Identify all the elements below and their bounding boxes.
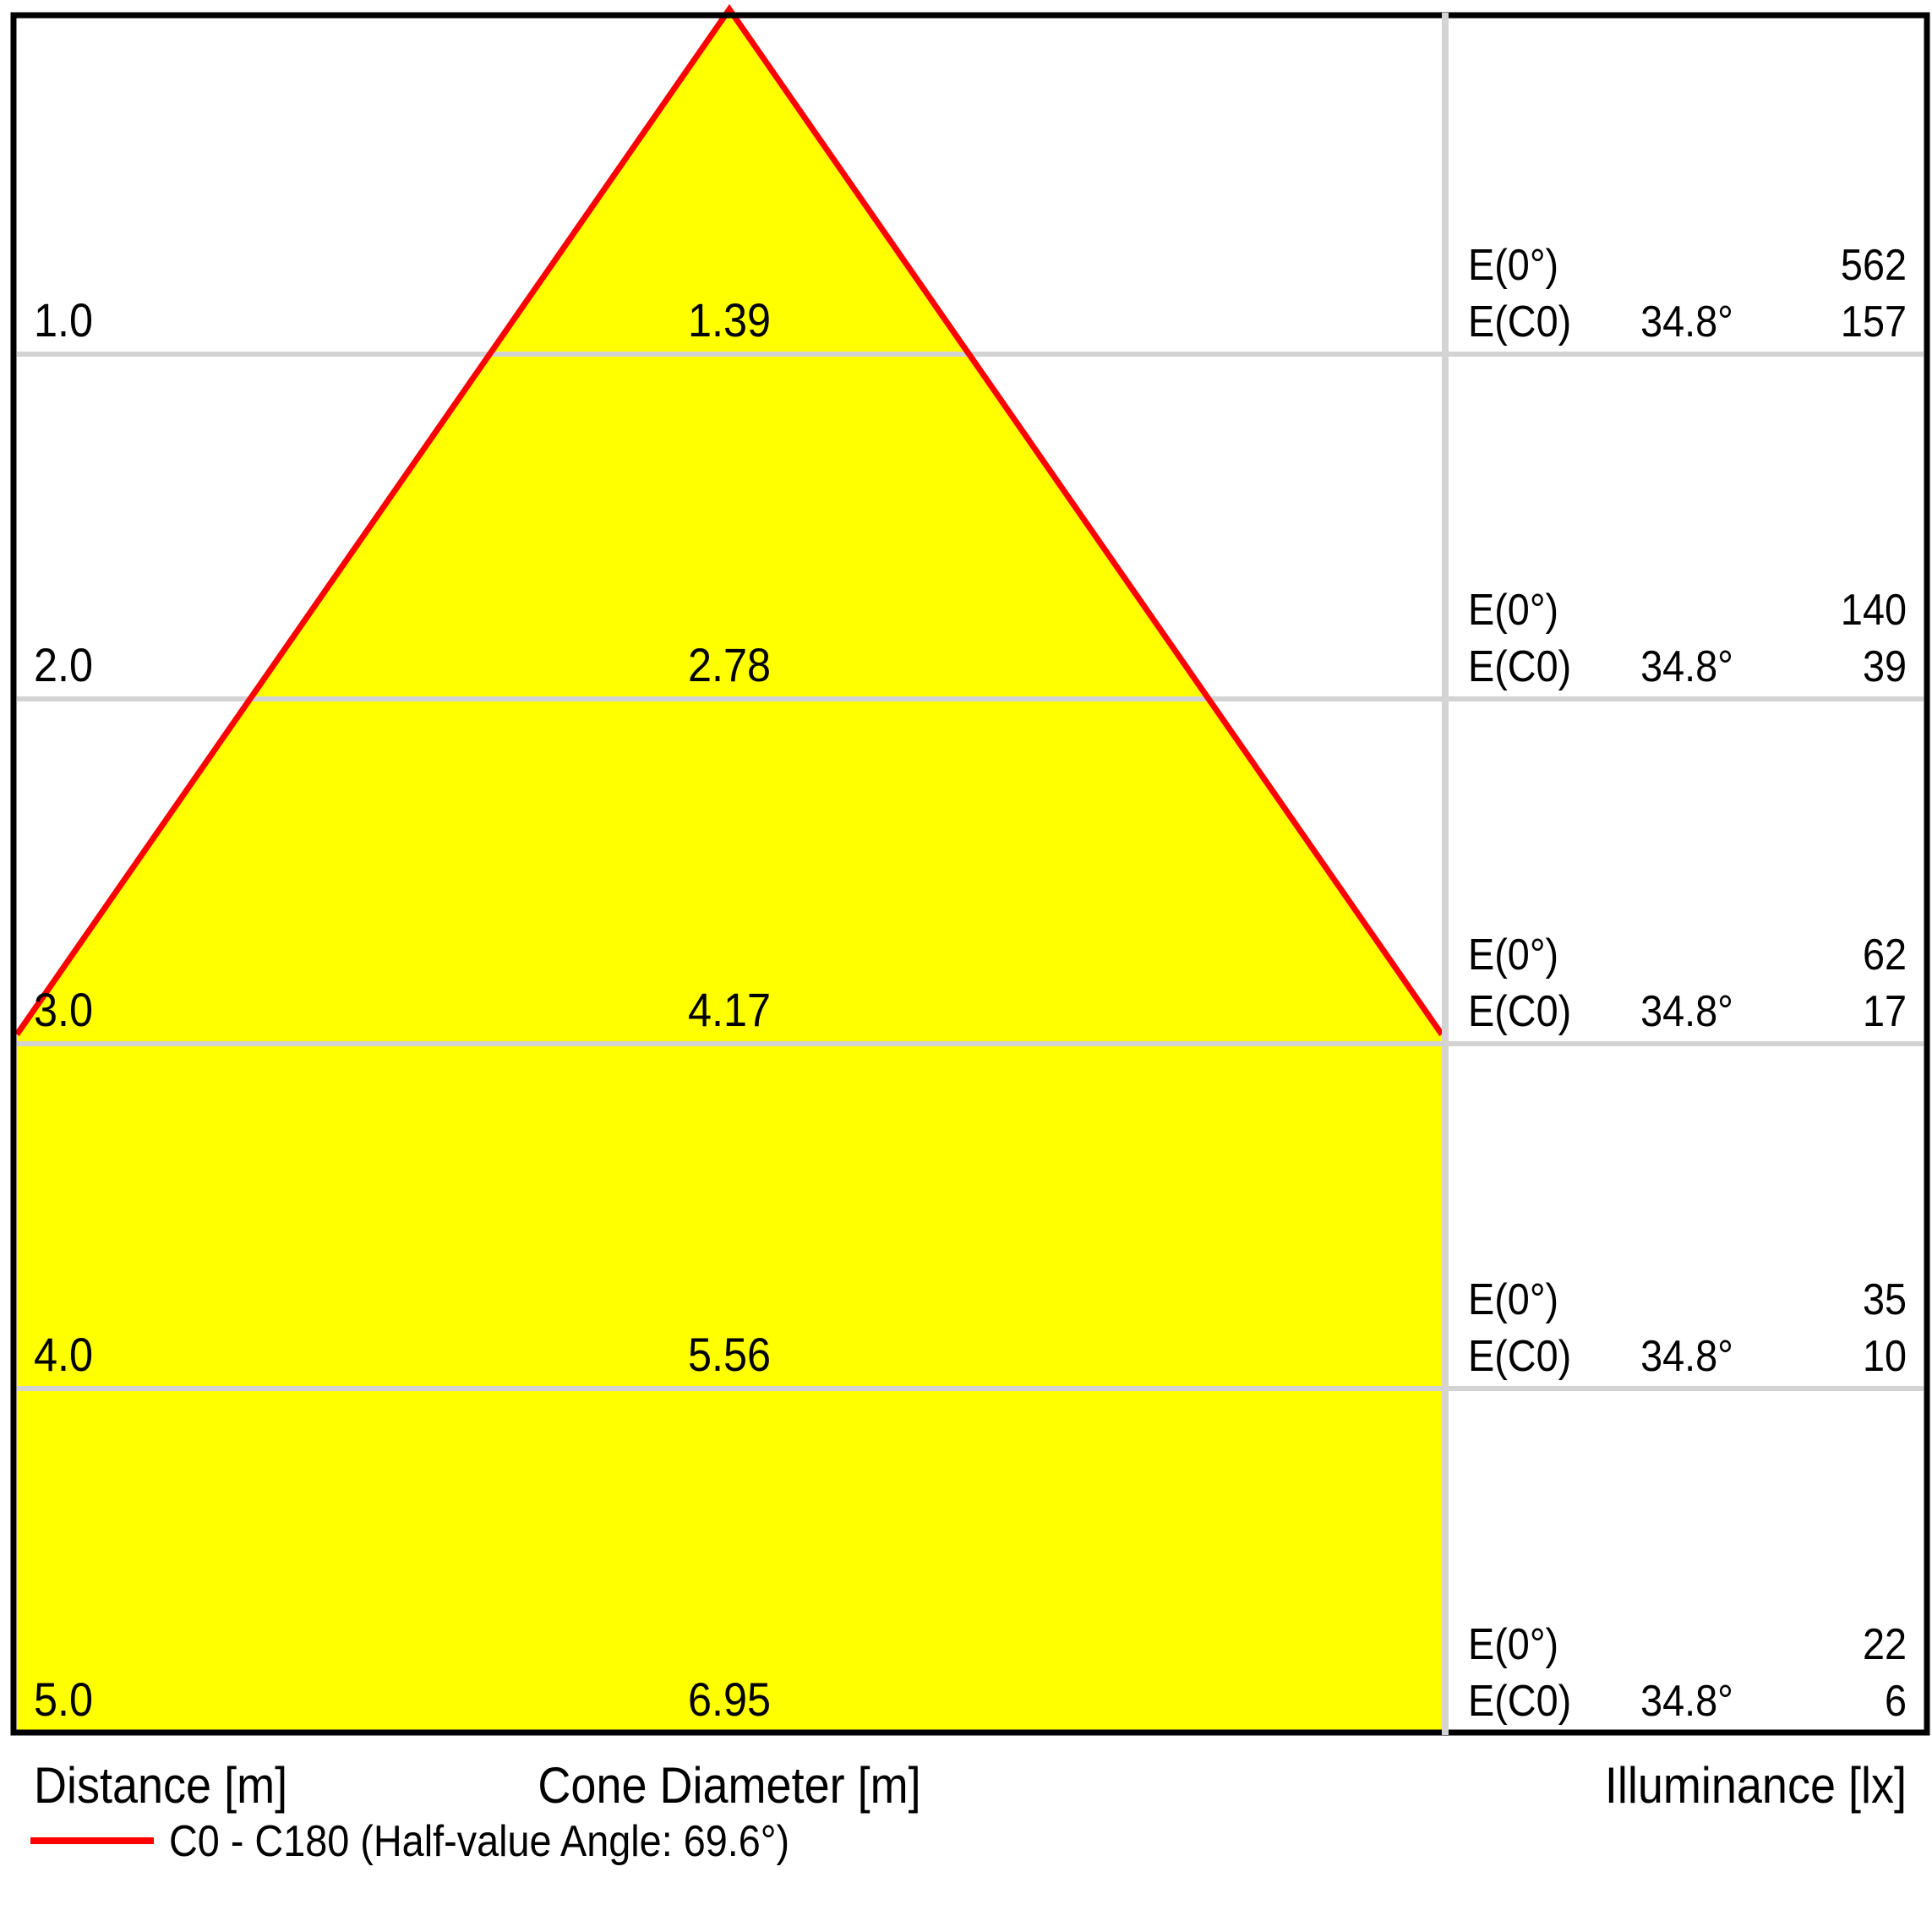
ec0-value: 10 bbox=[1862, 1332, 1907, 1381]
ec0-angle: 34.8° bbox=[1640, 1677, 1733, 1726]
footer-illuminance-label: Illuminance [lx] bbox=[1604, 1757, 1907, 1814]
ec0-label: E(C0) bbox=[1468, 987, 1572, 1036]
footer-cone-diameter-label: Cone Diameter [m] bbox=[538, 1757, 921, 1814]
legend-line-swatch bbox=[30, 1837, 154, 1844]
light-cone-fill bbox=[17, 9, 1442, 1730]
e0-value: 35 bbox=[1862, 1275, 1907, 1324]
legend-label: C0 - C180 (Half-value Angle: 69.6°) bbox=[169, 1817, 790, 1866]
e0-label: E(0°) bbox=[1468, 1275, 1559, 1324]
table-border bbox=[10, 12, 1930, 1736]
ec0-value: 6 bbox=[1884, 1677, 1907, 1726]
ec0-value: 157 bbox=[1840, 297, 1907, 347]
ec0-value: 39 bbox=[1862, 642, 1907, 691]
cone-diameter-value: 5.56 bbox=[687, 1328, 772, 1381]
ec0-value: 17 bbox=[1862, 987, 1907, 1036]
cone-diameter-value: 4.17 bbox=[687, 983, 772, 1036]
ec0-angle: 34.8° bbox=[1640, 987, 1733, 1036]
cone-diameter-value: 1.39 bbox=[687, 293, 772, 347]
e0-label: E(0°) bbox=[1468, 241, 1559, 290]
distance-label: 1.0 bbox=[34, 293, 94, 347]
ec0-label: E(C0) bbox=[1468, 1332, 1572, 1381]
ec0-label: E(C0) bbox=[1468, 297, 1572, 347]
e0-label: E(0°) bbox=[1468, 586, 1559, 635]
cone-diameter-value: 6.95 bbox=[687, 1673, 772, 1726]
distance-label: 3.0 bbox=[34, 983, 94, 1036]
ec0-angle: 34.8° bbox=[1640, 1332, 1733, 1381]
distance-label: 2.0 bbox=[34, 638, 94, 691]
distance-label: 4.0 bbox=[34, 1328, 94, 1381]
e0-value: 562 bbox=[1840, 241, 1907, 290]
ec0-angle: 34.8° bbox=[1640, 297, 1733, 347]
cone-diameter-value: 2.78 bbox=[687, 638, 772, 691]
ec0-label: E(C0) bbox=[1468, 1677, 1572, 1726]
e0-value: 140 bbox=[1840, 586, 1907, 635]
distance-label: 5.0 bbox=[34, 1673, 94, 1726]
ec0-angle: 34.8° bbox=[1640, 642, 1733, 691]
e0-label: E(0°) bbox=[1468, 1620, 1559, 1669]
e0-value: 62 bbox=[1862, 931, 1907, 980]
ec0-label: E(C0) bbox=[1468, 642, 1572, 691]
beam-edge-lines bbox=[14, 3, 1444, 1036]
e0-label: E(0°) bbox=[1468, 931, 1559, 980]
footer-distance-label: Distance [m] bbox=[34, 1757, 288, 1814]
e0-value: 22 bbox=[1862, 1620, 1907, 1669]
